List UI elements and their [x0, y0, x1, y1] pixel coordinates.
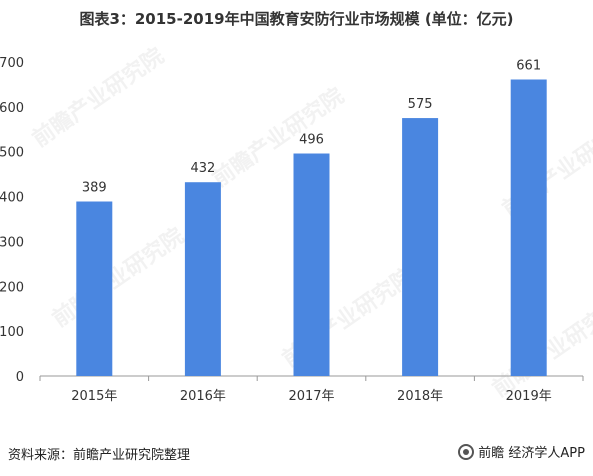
brand-logo-icon [458, 443, 475, 460]
bar [184, 182, 221, 376]
data-label: 432 [190, 161, 215, 176]
x-tick-label: 2016年 [180, 389, 226, 404]
y-tick-label: 300 [0, 235, 24, 250]
data-label: 496 [299, 133, 324, 148]
source-label: 资料来源： [8, 448, 74, 463]
data-label: 575 [408, 97, 433, 112]
source-note: 资料来源：前瞻产业研究院整理 [8, 444, 190, 463]
chart-title: 图表3：2015-2019年中国教育安防行业市场规模 (单位：亿元) [79, 10, 514, 28]
brand: 前瞻 经济学人APP [458, 442, 585, 461]
y-tick-label: 600 [0, 101, 24, 116]
bar [76, 201, 113, 376]
bar [402, 118, 439, 377]
x-tick-label: 2019年 [506, 389, 552, 404]
x-tick-label: 2017年 [288, 389, 334, 404]
bar [510, 79, 547, 376]
data-label: 389 [82, 181, 107, 196]
y-tick-label: 200 [0, 280, 24, 295]
data-label: 661 [516, 58, 541, 73]
y-tick-label: 100 [0, 325, 24, 340]
brand-text: 前瞻 经济学人APP [478, 446, 585, 461]
y-tick-label: 700 [0, 56, 24, 71]
y-tick-label: 400 [0, 191, 24, 206]
source-name: 前瞻产业研究院整理 [73, 448, 191, 463]
y-tick-label: 500 [0, 146, 24, 161]
bar [293, 153, 330, 376]
y-tick-label: 0 [16, 370, 24, 385]
x-tick-label: 2015年 [71, 389, 117, 404]
x-tick-label: 2018年 [397, 389, 443, 404]
